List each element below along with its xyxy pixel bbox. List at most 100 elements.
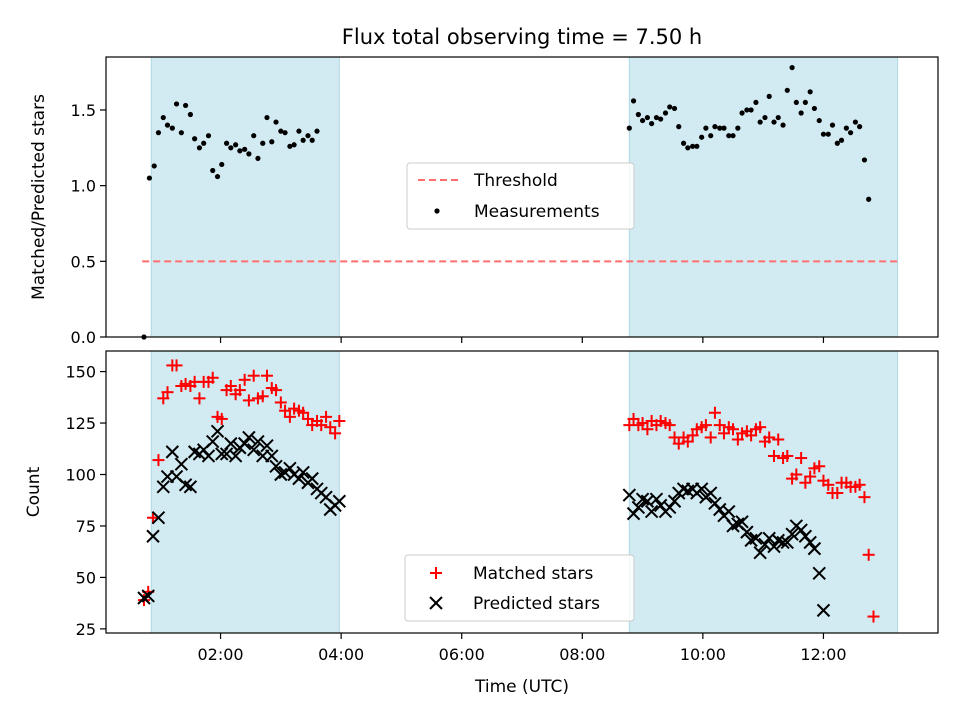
predicted-star-point (206, 434, 220, 449)
top-legend: Threshold Measurements (406, 162, 635, 230)
top-y-tick-label: 0.5 (71, 252, 96, 271)
matched-stars-points (137, 359, 880, 623)
measurement-point (246, 151, 252, 157)
measurement-point (251, 133, 257, 139)
measurement-point (676, 124, 682, 130)
top-shaded-interval (150, 56, 340, 338)
predicted-star-point (156, 480, 170, 494)
bottom-y-tick-label: 125 (65, 414, 96, 433)
predicted-star-point (146, 529, 160, 543)
measurement-point (653, 114, 660, 121)
matched-star-point (274, 396, 287, 409)
matched-star-point (333, 414, 346, 427)
matched-star-point (260, 369, 273, 382)
measurement-point (287, 143, 293, 149)
predicted-star-point (292, 471, 306, 486)
matched-star-point (324, 421, 337, 434)
predicted-star-point (803, 535, 817, 550)
predicted-star-point (807, 541, 822, 556)
measurement-point (680, 140, 687, 146)
top-y-tick-label: 1.5 (71, 101, 96, 120)
matched-star-point (206, 371, 219, 384)
measurement-point (278, 128, 284, 134)
measurement-point (155, 130, 162, 136)
measurement-point (219, 161, 225, 168)
measurement-point (852, 119, 859, 125)
predicted-star-point (785, 527, 799, 541)
top-y-axis-label: Matched/Predicted stars (29, 94, 49, 300)
matched-star-point (727, 423, 740, 436)
measurement-point (735, 125, 741, 131)
predicted-star-point (269, 459, 283, 473)
measurement-point (233, 142, 239, 148)
measurement-point (644, 114, 651, 121)
predicted-star-point (812, 566, 826, 581)
matched-star-point (641, 423, 654, 436)
measurement-point (685, 145, 691, 151)
top-y-tick-label: 1.0 (71, 177, 96, 196)
measurement-point (296, 128, 302, 134)
measurement-point (816, 117, 822, 124)
measurement-point (223, 140, 230, 146)
measurement-point (838, 137, 845, 143)
measurement-point (780, 122, 786, 128)
measurement-point (762, 114, 768, 121)
matched-star-point (170, 359, 183, 372)
matched-star-point (804, 470, 817, 483)
measurement-point (626, 125, 632, 131)
measurement-point (237, 148, 243, 154)
matched-star-point (708, 406, 721, 419)
measurement-point (757, 119, 763, 125)
bottom-panel: 25 50 75 100 125 150 02:00 04:00 06:00 08:00 10:0… (24, 350, 939, 697)
x-tick-label: 08:00 (559, 645, 605, 664)
top-y-tick-label: 0.0 (71, 328, 96, 347)
measurement-point (861, 157, 868, 163)
matched-star-point (768, 449, 781, 462)
measurement-point (748, 107, 754, 113)
measurement-point (712, 124, 718, 130)
measurement-point (671, 105, 678, 112)
matched-star-point (297, 406, 310, 419)
matched-star-point (152, 454, 165, 467)
predicted-star-point (332, 494, 347, 508)
matched-star-point (242, 394, 255, 407)
predicted-star-point (794, 523, 808, 537)
bottom-shaded-interval (628, 350, 899, 634)
matched-star-point (627, 412, 640, 425)
matched-star-point (663, 419, 676, 432)
measurement-point (658, 116, 664, 122)
measurement-point (291, 142, 297, 148)
matched-star-point (193, 392, 206, 405)
measurement-point (699, 134, 705, 140)
legend-predicted-label: Predicted stars (473, 594, 600, 614)
predicted-star-point (260, 438, 274, 453)
measurement-point (717, 125, 723, 131)
matched-star-point (329, 427, 342, 440)
bottom-y-tick-label: 50 (76, 568, 96, 587)
matched-star-point (283, 410, 296, 423)
top-x-ticks (219, 337, 825, 343)
measurement-point (205, 133, 212, 139)
measurement-point (721, 125, 727, 131)
matched-star-point (161, 386, 174, 399)
matched-star-point (831, 487, 844, 500)
measurement-point (726, 133, 732, 139)
measurement-point (169, 125, 175, 131)
matched-star-point (215, 412, 228, 425)
measurement-point (793, 99, 799, 106)
measurement-point (242, 146, 248, 152)
x-tick-label: 02:00 (197, 645, 243, 664)
predicted-star-point (753, 546, 767, 560)
predicted-star-point (165, 445, 180, 459)
measurement-point (690, 143, 696, 149)
measurement-point (662, 110, 669, 116)
matched-star-point (256, 390, 269, 403)
matched-star-point (822, 478, 835, 491)
measurement-point (635, 111, 641, 118)
measurement-point (314, 128, 320, 134)
predicted-star-point (722, 504, 736, 519)
predicted-star-point (305, 471, 319, 486)
measurement-point (744, 107, 750, 113)
top-axes-frame (105, 56, 939, 338)
